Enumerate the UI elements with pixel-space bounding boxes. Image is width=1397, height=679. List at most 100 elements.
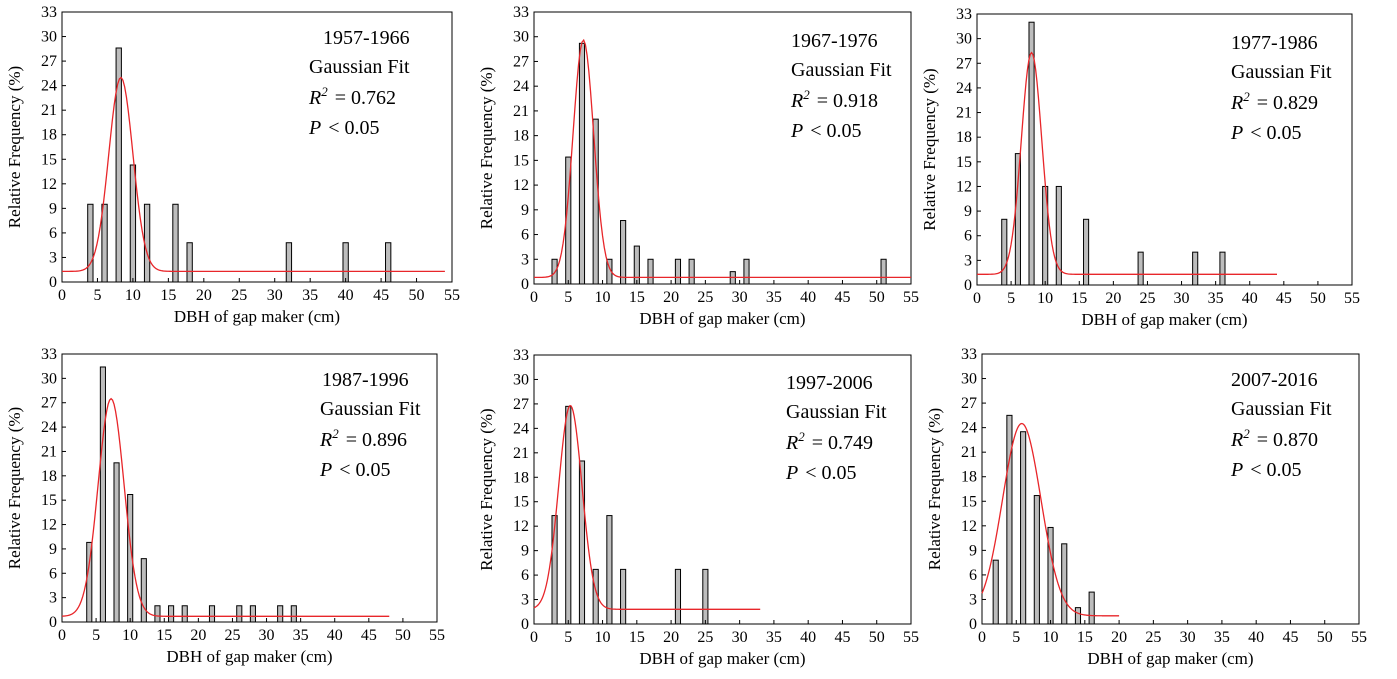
r-squared-label: R2 = 0.749	[785, 429, 873, 454]
x-tick-label: 50	[869, 629, 885, 646]
y-tick-label: 9	[521, 543, 529, 560]
x-tick-label: 35	[1208, 290, 1224, 307]
y-tick-label: 27	[956, 55, 972, 72]
y-tick-label: 21	[41, 443, 57, 460]
gaussian-fit-line	[533, 404, 761, 610]
y-tick-label: 3	[521, 592, 529, 609]
x-tick-label: 35	[766, 629, 782, 646]
histogram-bar	[342, 242, 349, 283]
x-tick-label: 5	[1012, 629, 1020, 646]
x-tick-label: 10	[595, 629, 611, 646]
y-tick-label: 12	[513, 177, 529, 194]
histogram-bar	[1074, 607, 1082, 625]
x-tick-label: 20	[1111, 629, 1127, 646]
y-tick-label: 3	[49, 249, 57, 266]
p-value-label: P < 0.05	[319, 459, 391, 481]
histogram-bar	[743, 258, 750, 285]
x-tick-label: 35	[302, 287, 318, 304]
x-tick-label: 55	[903, 289, 919, 306]
y-tick-label: 12	[513, 518, 529, 535]
x-tick-label: 5	[93, 287, 101, 304]
y-tick-label: 0	[49, 614, 57, 631]
y-tick-label: 9	[49, 541, 57, 558]
fit-label: Gaussian Fit	[791, 59, 892, 81]
y-tick-label: 6	[964, 228, 972, 245]
x-axis-title: DBH of gap maker (cm)	[639, 309, 805, 328]
x-tick-label: 55	[1351, 629, 1367, 646]
x-tick-label: 30	[267, 287, 283, 304]
histogram-bar	[620, 568, 627, 625]
x-tick-label: 25	[224, 627, 240, 644]
x-tick-label: 20	[663, 289, 679, 306]
y-tick-label: 27	[513, 53, 529, 70]
p-value-label: P < 0.05	[1230, 122, 1302, 144]
histogram-bar	[1055, 185, 1062, 286]
y-tick-label: 33	[956, 6, 972, 23]
r-squared-label: R2 = 0.870	[1230, 426, 1318, 451]
x-tick-label: 45	[373, 287, 389, 304]
x-tick-label: 55	[429, 627, 445, 644]
y-tick-label: 18	[41, 468, 57, 485]
y-tick-label: 33	[513, 4, 529, 21]
y-tick-label: 9	[964, 203, 972, 220]
histogram-bar	[565, 405, 572, 625]
y-tick-label: 33	[961, 346, 977, 363]
y-tick-label: 21	[513, 103, 529, 120]
y-axis-title: Relative Frequency (%)	[920, 68, 939, 230]
fit-label: Gaussian Fit	[1231, 61, 1332, 83]
histogram-bar	[1192, 251, 1199, 286]
x-tick-label: 25	[1145, 629, 1161, 646]
y-tick-label: 0	[521, 616, 529, 633]
y-tick-label: 3	[521, 251, 529, 268]
x-tick-label: 5	[564, 629, 572, 646]
fit-label: Gaussian Fit	[309, 56, 410, 78]
x-tick-label: 10	[122, 627, 138, 644]
y-tick-label: 6	[49, 225, 57, 242]
x-tick-label: 10	[595, 289, 611, 306]
y-tick-label: 15	[961, 493, 977, 510]
y-tick-label: 15	[41, 151, 57, 168]
histogram-bar	[87, 203, 94, 283]
histogram-bar	[115, 47, 122, 283]
y-tick-label: 6	[49, 565, 57, 582]
y-tick-label: 24	[956, 80, 972, 97]
y-tick-label: 21	[956, 105, 972, 122]
histogram-bar	[186, 242, 193, 283]
x-tick-label: 40	[1242, 290, 1258, 307]
y-tick-label: 9	[969, 542, 977, 559]
histogram-bar	[578, 460, 586, 625]
y-tick-label: 21	[513, 445, 529, 462]
x-tick-label: 15	[629, 629, 645, 646]
y-tick-label: 0	[521, 276, 529, 293]
chart-panel-1967-1976: 0 5 10 15 20 25 30 35 40 45 50 55 0 3 6 9 12 15 18 21 24 27 30…	[477, 4, 919, 328]
y-tick-label: 0	[964, 277, 972, 294]
y-tick-label: 24	[961, 420, 977, 437]
r-squared-label: R2 = 0.918	[790, 87, 878, 112]
x-tick-label: 55	[1344, 290, 1360, 307]
histogram-bar	[154, 605, 161, 623]
y-tick-label: 18	[961, 469, 977, 486]
fit-label: Gaussian Fit	[320, 398, 421, 420]
x-tick-label: 0	[973, 290, 981, 307]
x-tick-label: 10	[1037, 290, 1053, 307]
y-tick-label: 24	[41, 78, 57, 95]
histogram-bar	[1028, 21, 1035, 286]
y-tick-label: 18	[41, 127, 57, 144]
y-tick-label: 6	[969, 567, 977, 584]
histogram-bar	[702, 568, 709, 625]
histogram-bar	[277, 605, 284, 623]
y-tick-label: 9	[521, 202, 529, 219]
plot-frame	[976, 13, 1353, 286]
chart-panel-2007-2016: 0 5 10 15 20 25 30 35 40 45 50 55 0 3 6 9 12 15 18 21 24 27 30…	[925, 346, 1367, 668]
histogram-bar	[140, 558, 147, 623]
x-tick-label: 45	[1282, 629, 1298, 646]
histogram-bar	[688, 258, 695, 285]
x-tick-label: 50	[409, 287, 425, 304]
y-tick-label: 12	[961, 518, 977, 535]
x-tick-label: 45	[834, 289, 850, 306]
histogram-bar	[385, 242, 392, 283]
x-tick-label: 25	[697, 289, 713, 306]
histogram-bar	[1219, 251, 1226, 286]
period-label: 1997-2006	[786, 372, 873, 394]
y-tick-label: 27	[513, 396, 529, 413]
